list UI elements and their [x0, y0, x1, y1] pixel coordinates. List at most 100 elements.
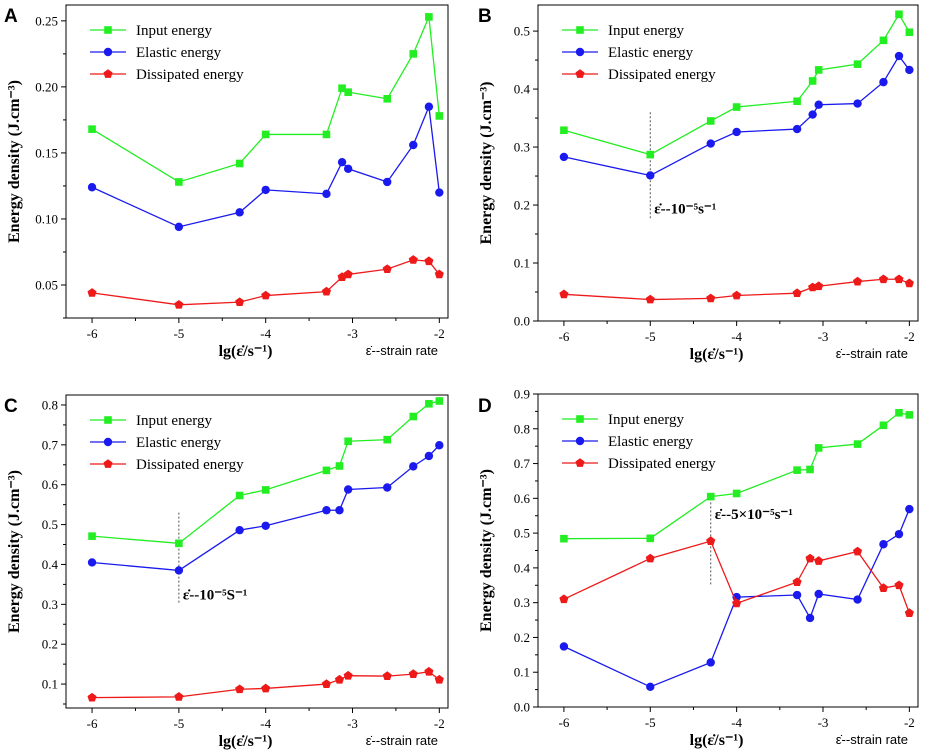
data-point [904, 278, 914, 288]
legend-entry: Elastic energy [562, 434, 694, 450]
data-point [853, 60, 862, 68]
y-tick-label: 0.7 [514, 456, 531, 471]
x-tick-label: -2 [434, 326, 445, 341]
data-point [322, 189, 331, 199]
data-point [646, 534, 655, 543]
data-point [814, 66, 823, 74]
series-input-energy [560, 10, 914, 159]
data-point [435, 112, 444, 120]
legend-marker [575, 69, 585, 78]
series-input-energy [560, 408, 914, 543]
legend-entry: Dissipated energy [90, 457, 244, 473]
panel-letter: B [478, 6, 492, 27]
data-point [87, 692, 97, 702]
legend-entry: Input energy [562, 23, 684, 39]
data-point [894, 580, 904, 590]
data-point [424, 666, 434, 676]
data-point [559, 642, 569, 651]
data-point [337, 157, 347, 167]
data-point [322, 466, 331, 475]
data-point [853, 440, 862, 448]
data-point [261, 486, 270, 494]
legend-label: Dissipated energy [136, 67, 244, 83]
data-point [645, 553, 655, 563]
data-point [409, 412, 418, 421]
legend-label: Elastic energy [136, 435, 222, 451]
data-point [706, 139, 715, 148]
panel-a: A -6 -5 -4 -3 -2 0.05 0.10 0.15 0.20 0.25 Energy de… [4, 4, 449, 360]
data-point [894, 51, 904, 61]
data-point [174, 692, 184, 701]
series-elastic-energy [87, 441, 444, 575]
legend-label: Elastic energy [608, 45, 694, 61]
series-input-energy [88, 13, 444, 186]
panel-letter: C [4, 396, 18, 417]
data-point [808, 110, 817, 119]
data-point [408, 669, 418, 678]
data-point [878, 583, 889, 592]
legend-marker [103, 47, 113, 57]
panel-c: C -6 -5 -4 -3 -2 0.1 0.2 0.3 0.4 0.5 0.6 0.7 0.8 Energ… [4, 394, 449, 750]
data-point [87, 558, 97, 567]
data-point [343, 670, 353, 680]
x-tick-label: -3 [347, 326, 358, 341]
x-tick-label: -6 [558, 329, 569, 344]
data-point [646, 171, 655, 180]
data-point [425, 399, 433, 408]
strain-rate-label: ε̇--strain rate [366, 733, 438, 748]
data-point [894, 529, 904, 539]
data-point [905, 28, 914, 37]
data-point [646, 150, 655, 159]
data-point [805, 613, 815, 623]
data-point [383, 435, 392, 444]
series-elastic-energy [87, 102, 444, 232]
data-point [235, 208, 244, 217]
y-tick-label: 0.6 [42, 477, 59, 492]
data-point [434, 674, 444, 684]
y-tick-label: 0.10 [35, 211, 58, 226]
data-point [814, 281, 824, 291]
data-point [792, 590, 802, 600]
y-axis-title: Energy density (J.cm⁻³) [6, 470, 23, 633]
x-tick-label: -6 [558, 715, 569, 730]
series-elastic-energy [559, 504, 914, 692]
data-point [424, 256, 434, 266]
legend-marker [103, 69, 113, 78]
legend-marker [575, 436, 585, 446]
data-point [706, 117, 715, 125]
legend-marker [104, 416, 112, 424]
data-point [87, 288, 97, 297]
legend-label: Input energy [136, 413, 212, 429]
y-tick-label: 0.1 [514, 665, 530, 680]
data-point [87, 183, 97, 192]
data-point [261, 185, 270, 195]
data-point [434, 269, 444, 279]
data-point [853, 99, 862, 108]
x-tick-label: -6 [87, 716, 98, 731]
y-tick-label: 0.2 [514, 630, 530, 645]
legend-entry: Elastic energy [90, 435, 222, 451]
y-tick-label: 0.6 [514, 491, 531, 506]
x-tick-label: -2 [434, 716, 445, 731]
x-tick-label: -3 [818, 715, 829, 730]
x-tick-label: -5 [173, 326, 184, 341]
data-point [424, 102, 434, 111]
y-tick-label: 0.2 [514, 198, 530, 213]
legend-entry: Elastic energy [90, 45, 222, 61]
data-point [435, 441, 444, 450]
x-tick-label: -5 [645, 329, 656, 344]
y-tick-label: 0.25 [35, 13, 58, 28]
panel-letter: D [478, 396, 492, 417]
data-point [879, 540, 888, 549]
series-line [91, 104, 440, 228]
data-point [806, 465, 814, 474]
data-point [88, 125, 96, 133]
legend-marker [103, 437, 113, 447]
data-point [814, 444, 823, 452]
data-point [808, 77, 817, 85]
legend-label: Elastic energy [136, 45, 222, 61]
data-point [706, 293, 716, 303]
annotation-label: ε̇--10⁻⁵S⁻¹ [183, 587, 248, 603]
y-tick-label: 0.1 [42, 677, 58, 692]
series-input-energy [88, 397, 444, 548]
